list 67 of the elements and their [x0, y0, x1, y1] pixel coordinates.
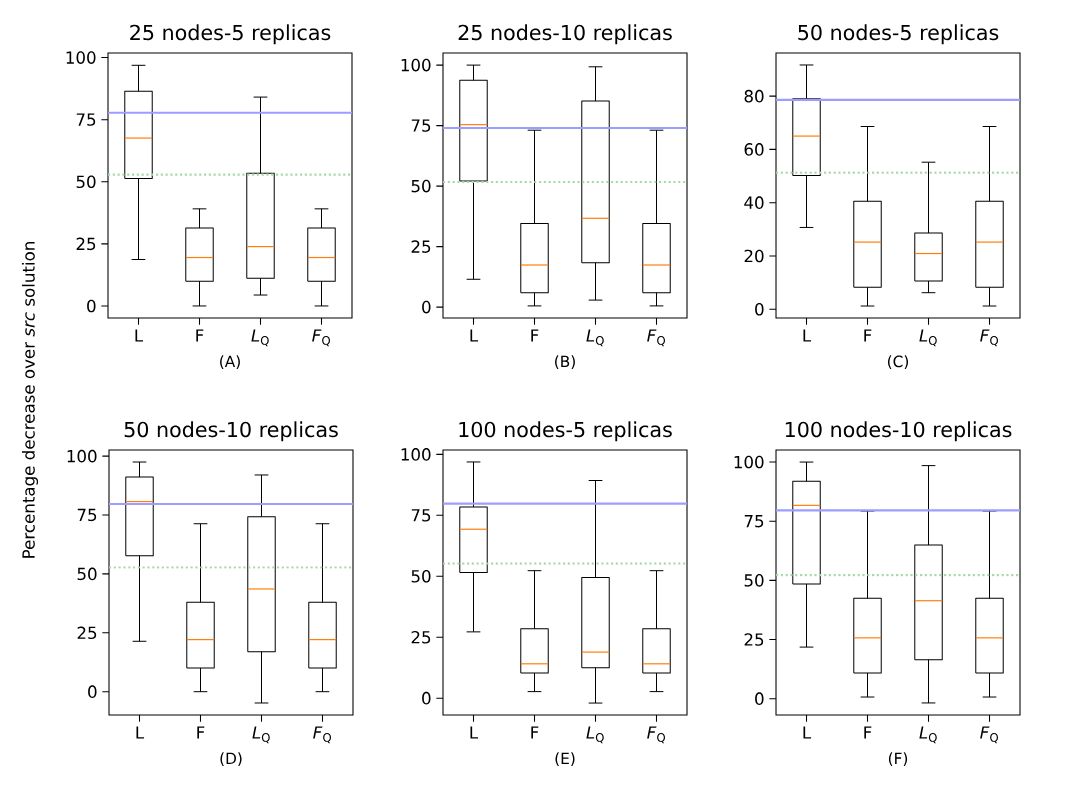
x-tick-label: F: [864, 329, 872, 342]
x-tick-label: F: [864, 726, 872, 739]
x-axis-title: (C): [887, 355, 909, 369]
x-tick-label: L: [803, 726, 812, 739]
y-tick-label: 0: [87, 299, 96, 313]
x-tick-label: F: [531, 329, 539, 342]
x-tick-label: F$_{Q}$: [980, 726, 998, 744]
chart-title: 100 nodes-5 replicas: [459, 421, 672, 442]
y-tick-label: 50: [411, 569, 431, 583]
x-tick-label: L: [470, 329, 479, 342]
y-tick-label: 50: [411, 179, 431, 193]
x-axis-title: (D): [220, 752, 242, 766]
x-tick-label: L$_{Q}$: [919, 329, 937, 347]
x-tick-label: L: [470, 726, 479, 739]
x-tick-label: F: [197, 726, 205, 739]
x-tick-label: F$_{Q}$: [312, 329, 330, 347]
x-tick-label: F: [196, 329, 204, 342]
y-tick-label: 50: [744, 574, 764, 587]
y-tick-label: 0: [755, 302, 764, 316]
y-tick-label: 75: [411, 509, 431, 522]
y-tick-label: 0: [755, 692, 764, 705]
chart-title: 50 nodes-5 replicas: [798, 24, 999, 45]
x-tick-label: L$_{Q}$: [252, 726, 270, 744]
x-tick-label: F$_{Q}$: [313, 726, 331, 744]
x-axis-title: (A): [220, 355, 240, 369]
chart-title: 25 nodes-5 replicas: [130, 24, 331, 45]
x-tick-label: F$_{Q}$: [647, 726, 665, 744]
x-axis-title: (B): [555, 355, 575, 369]
chart-title: 25 nodes-10 replicas: [458, 24, 672, 45]
chart-title: 100 nodes-10 replicas: [785, 421, 1012, 442]
x-axis-title: (F): [888, 752, 908, 766]
x-axis-title: (E): [555, 752, 575, 766]
x-tick-label: L: [135, 329, 144, 342]
y-tick-label: 100: [401, 448, 431, 461]
y-tick-label: 75: [744, 515, 764, 528]
x-tick-label: L$_{Q}$: [251, 329, 269, 347]
x-tick-label: L$_{Q}$: [586, 329, 604, 347]
y-tick-label: 100: [67, 449, 97, 463]
x-tick-label: F: [531, 726, 539, 739]
y-tick-label: 25: [76, 237, 96, 251]
x-tick-label: L$_{Q}$: [919, 726, 937, 744]
x-tick-label: L: [136, 726, 145, 739]
y-tick-label: 40: [744, 196, 764, 209]
y-tick-label: 0: [422, 300, 431, 314]
y-tick-label: 0: [88, 685, 97, 698]
y-tick-label: 25: [411, 240, 431, 253]
x-tick-label: L: [803, 329, 812, 342]
chart-title: 50 nodes-10 replicas: [124, 421, 338, 442]
y-tick-label: 75: [411, 119, 431, 132]
y-tick-label: 25: [77, 626, 97, 640]
x-tick-label: F$_{Q}$: [647, 329, 665, 347]
y-tick-label: 25: [744, 633, 764, 646]
y-tick-label: 0: [422, 691, 431, 705]
y-tick-label: 100: [734, 455, 764, 469]
y-tick-label: 80: [744, 89, 764, 103]
y-axis-title: Percentage decrease over src solution: [21, 242, 39, 558]
y-tick-label: 20: [744, 249, 764, 263]
x-tick-label: L$_{Q}$: [586, 726, 604, 744]
y-tick-label: 100: [401, 58, 431, 72]
y-tick-label: 25: [411, 630, 431, 644]
y-tick-label: 50: [76, 175, 96, 189]
y-tick-label: 75: [76, 113, 96, 126]
y-tick-label: 50: [77, 567, 97, 581]
y-tick-label: 60: [744, 143, 764, 156]
x-tick-label: F$_{Q}$: [980, 329, 998, 347]
y-tick-label: 100: [66, 51, 96, 64]
y-tick-label: 75: [77, 508, 97, 522]
